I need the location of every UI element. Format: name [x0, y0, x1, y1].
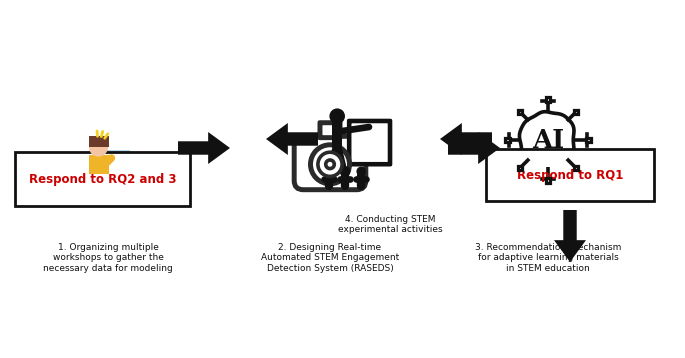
Text: AI: AI	[532, 127, 564, 153]
Text: 4. Conducting STEM
experimental activities: 4. Conducting STEM experimental activiti…	[338, 215, 443, 234]
Polygon shape	[440, 123, 492, 155]
Circle shape	[89, 137, 108, 157]
Text: Respond to RQ2 and 3: Respond to RQ2 and 3	[29, 173, 176, 185]
Polygon shape	[519, 112, 574, 168]
Polygon shape	[89, 155, 110, 174]
Bar	[15, 152, 190, 206]
Bar	[547, 97, 549, 102]
Text: 2. Designing Real-time
Automated STEM Engagement
Detection System (RASEDS): 2. Designing Real-time Automated STEM En…	[261, 243, 399, 273]
Bar	[486, 149, 654, 201]
Circle shape	[340, 166, 351, 177]
Bar	[573, 110, 578, 115]
FancyBboxPatch shape	[349, 121, 390, 164]
FancyBboxPatch shape	[294, 136, 366, 190]
Circle shape	[329, 108, 345, 124]
Circle shape	[324, 166, 334, 176]
Bar	[505, 139, 510, 141]
Bar	[573, 165, 578, 170]
FancyBboxPatch shape	[320, 123, 340, 138]
Bar	[547, 178, 549, 183]
Circle shape	[318, 152, 342, 176]
Bar	[79, 155, 137, 161]
Polygon shape	[448, 132, 500, 164]
Bar	[73, 170, 78, 199]
Text: Respond to RQ1: Respond to RQ1	[516, 169, 623, 182]
Bar	[79, 158, 137, 195]
Polygon shape	[554, 210, 586, 262]
Polygon shape	[89, 136, 110, 147]
Bar	[77, 177, 97, 185]
Circle shape	[325, 160, 334, 169]
Polygon shape	[266, 123, 318, 155]
Polygon shape	[178, 132, 230, 164]
Circle shape	[310, 145, 349, 184]
Bar	[518, 110, 523, 115]
Bar	[518, 165, 523, 170]
Bar	[586, 139, 591, 141]
Circle shape	[356, 166, 366, 176]
Bar	[77, 196, 84, 202]
Text: 3. Recommendation mechanism
for adaptive learning materials
in STEM education: 3. Recommendation mechanism for adaptive…	[475, 243, 621, 273]
Text: 1. Organizing multiple
workshops to gather the
necessary data for modeling: 1. Organizing multiple workshops to gath…	[43, 243, 173, 273]
Polygon shape	[89, 137, 108, 147]
Bar	[105, 150, 130, 171]
